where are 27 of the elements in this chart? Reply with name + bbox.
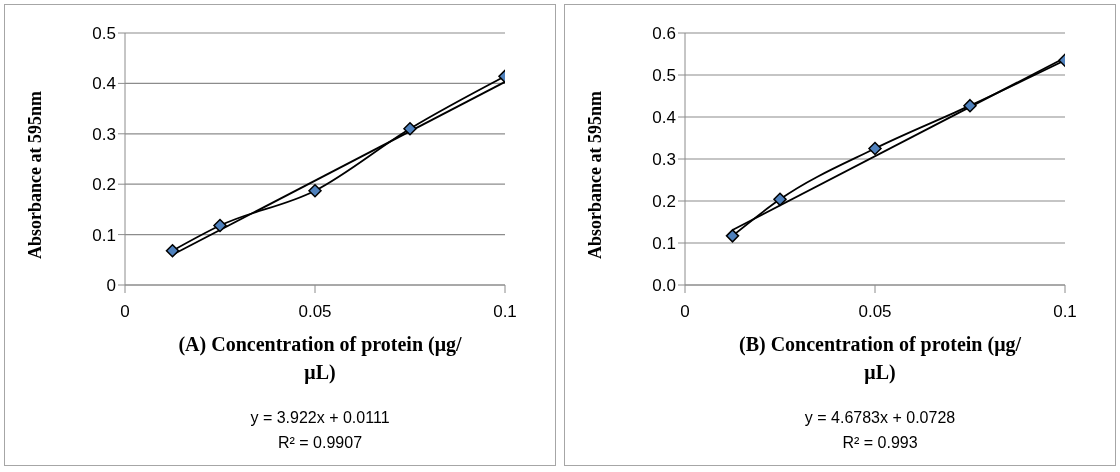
y-axis-title: Absorbance at 595nm bbox=[585, 90, 606, 259]
y-tick-label: 0.2 bbox=[652, 192, 676, 212]
y-tick-label: 0.5 bbox=[652, 66, 676, 86]
x-tick-label: 0.1 bbox=[493, 302, 517, 322]
y-tick-label: 0.0 bbox=[652, 276, 676, 296]
x-tick-label: 0.05 bbox=[298, 302, 332, 322]
x-axis-title: (A) Concentration of protein (μg/μL) bbox=[177, 332, 463, 386]
y-tick-label: 0.5 bbox=[92, 24, 116, 44]
x-axis-title: (B) Concentration of protein (μg/μL) bbox=[737, 332, 1023, 386]
y-tick-label: 0.4 bbox=[652, 108, 676, 128]
y-tick-label: 0.6 bbox=[652, 24, 676, 44]
y-tick-label: 0.1 bbox=[652, 234, 676, 254]
text: R² = 0.9907 bbox=[276, 433, 364, 453]
y-tick-label: 0.4 bbox=[92, 74, 116, 94]
y-tick-label: 0.3 bbox=[652, 150, 676, 170]
x-tick-label: 0.1 bbox=[1053, 302, 1077, 322]
y-tick-label: 0 bbox=[106, 276, 116, 296]
text: y = 4.6783x + 0.0728 bbox=[803, 408, 957, 428]
x-tick-label: 0 bbox=[680, 302, 690, 322]
x-tick-label: 0.05 bbox=[858, 302, 892, 322]
text: R² = 0.993 bbox=[841, 433, 919, 453]
y-axis-title: Absorbance at 595nm bbox=[25, 90, 46, 259]
x-tick-label: 0 bbox=[120, 302, 130, 322]
y-tick-label: 0.1 bbox=[92, 225, 116, 245]
y-tick-label: 0.2 bbox=[92, 175, 116, 195]
text: y = 3.922x + 0.0111 bbox=[249, 408, 391, 428]
y-tick-label: 0.3 bbox=[92, 124, 116, 144]
